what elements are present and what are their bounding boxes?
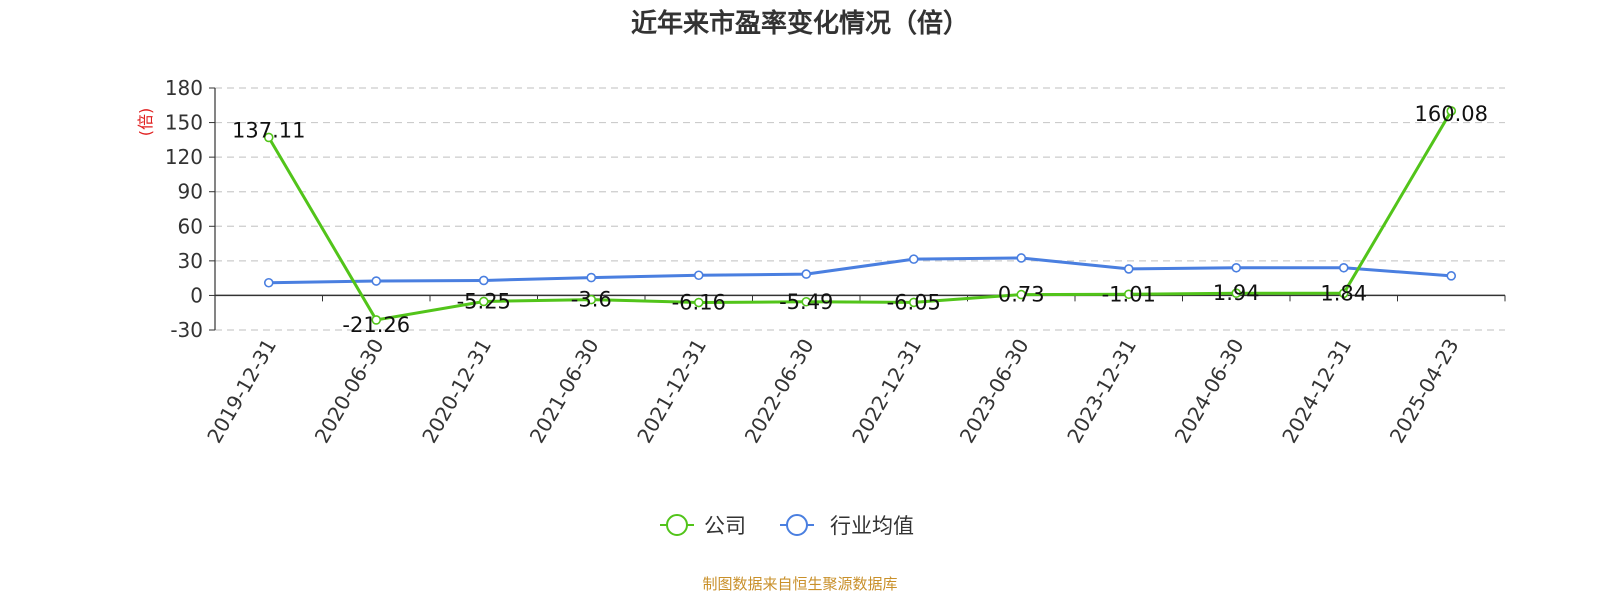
- data-point-company[interactable]: [1338, 288, 1349, 299]
- data-point-industry-average[interactable]: [263, 277, 274, 288]
- x-tick-label: 2021-06-30: [525, 335, 604, 448]
- data-label: -21.26: [342, 313, 410, 337]
- y-tick-label: 120: [165, 145, 203, 169]
- data-label: 160.08: [1415, 102, 1488, 126]
- legend-label-industry-average: 行业均值: [830, 514, 914, 538]
- y-tick-label: 0: [190, 283, 203, 307]
- data-label: 137.11: [232, 118, 305, 142]
- x-tick-label: 2024-06-30: [1170, 335, 1249, 448]
- data-point-company[interactable]: [371, 315, 382, 325]
- data-point-industry-average[interactable]: [908, 254, 919, 264]
- data-point-industry-average[interactable]: [586, 272, 597, 283]
- data-point-company[interactable]: [586, 294, 597, 305]
- y-tick-label: 180: [165, 76, 203, 100]
- data-label: 0.73: [998, 283, 1045, 307]
- data-point-company[interactable]: [478, 296, 489, 307]
- x-tick-label: 2020-06-30: [310, 335, 389, 448]
- legend-label-company: 公司: [704, 514, 746, 538]
- y-axis-unit-label: (倍): [136, 108, 155, 137]
- data-label: -5.25: [457, 289, 511, 313]
- series-line-company: [267, 110, 1453, 322]
- x-tick-label: 2025-04-23: [1385, 335, 1464, 448]
- data-label: -1.01: [1102, 282, 1156, 306]
- chart-title: 近年来市盈率变化情况（倍）: [631, 8, 969, 39]
- legend[interactable]: 公司 行业均值: [660, 514, 914, 538]
- legend-marker-industry-average: [786, 514, 808, 536]
- data-point-company[interactable]: [1016, 289, 1027, 300]
- data-label: -5.49: [779, 290, 833, 314]
- x-tick-label: 2022-12-31: [847, 335, 926, 448]
- x-tick-label: 2021-12-31: [632, 335, 711, 448]
- source-note: 制图数据来自恒生聚源数据库: [702, 575, 897, 593]
- data-point-company[interactable]: [1231, 288, 1242, 298]
- x-tick-label: 2023-12-31: [1062, 335, 1141, 448]
- y-tick-label: 60: [178, 214, 203, 238]
- data-label: -6.05: [887, 290, 941, 314]
- data-point-company[interactable]: [908, 297, 919, 308]
- x-tick-label: 2019-12-31: [202, 335, 281, 448]
- series-layer: [263, 106, 1457, 325]
- x-tick-label: 2022-06-30: [740, 335, 819, 448]
- y-tick-label: 150: [165, 111, 203, 135]
- legend-item-industry-average[interactable]: 行业均值: [780, 514, 914, 538]
- series-line-industry-average: [268, 256, 1452, 285]
- data-label: -6.16: [672, 291, 726, 315]
- data-point-company[interactable]: [1123, 289, 1134, 300]
- y-tick-label: -30: [170, 318, 203, 342]
- data-label: 1.94: [1213, 281, 1260, 305]
- legend-item-company[interactable]: 公司: [660, 514, 746, 538]
- x-tick-label: 2024-12-31: [1277, 335, 1356, 448]
- data-point-industry-average[interactable]: [1446, 271, 1457, 281]
- y-tick-label: 90: [178, 180, 203, 204]
- data-point-industry-average[interactable]: [1231, 262, 1242, 273]
- data-label: 1.84: [1320, 281, 1367, 305]
- x-tick-label: 2020-12-31: [417, 335, 496, 448]
- y-tick-label: 30: [178, 249, 203, 273]
- data-label: -3.6: [571, 288, 612, 312]
- data-point-industry-average[interactable]: [1338, 262, 1349, 273]
- axis-layer: -30 0 30 60 90 120 150 180 2019-12-31 2020-06-30 2…: [165, 76, 1506, 448]
- x-tick-label: 2023-06-30: [955, 335, 1034, 448]
- data-label-layer: 137.11 -21.26 -5.25 -3.6 -6.16 -5.49 -6.05 0.73…: [232, 102, 1488, 337]
- data-point-industry-average[interactable]: [478, 275, 489, 286]
- data-point-industry-average[interactable]: [1016, 253, 1027, 263]
- legend-marker-company: [666, 514, 688, 536]
- data-point-industry-average[interactable]: [371, 276, 382, 286]
- data-point-industry-average[interactable]: [1123, 264, 1134, 274]
- grid-layer: [215, 87, 1505, 331]
- data-point-industry-average[interactable]: [693, 270, 704, 281]
- data-point-company[interactable]: [1446, 106, 1457, 116]
- data-point-company[interactable]: [801, 296, 812, 307]
- data-point-company[interactable]: [693, 297, 704, 308]
- data-point-industry-average[interactable]: [801, 269, 812, 279]
- data-point-company[interactable]: [263, 132, 274, 143]
